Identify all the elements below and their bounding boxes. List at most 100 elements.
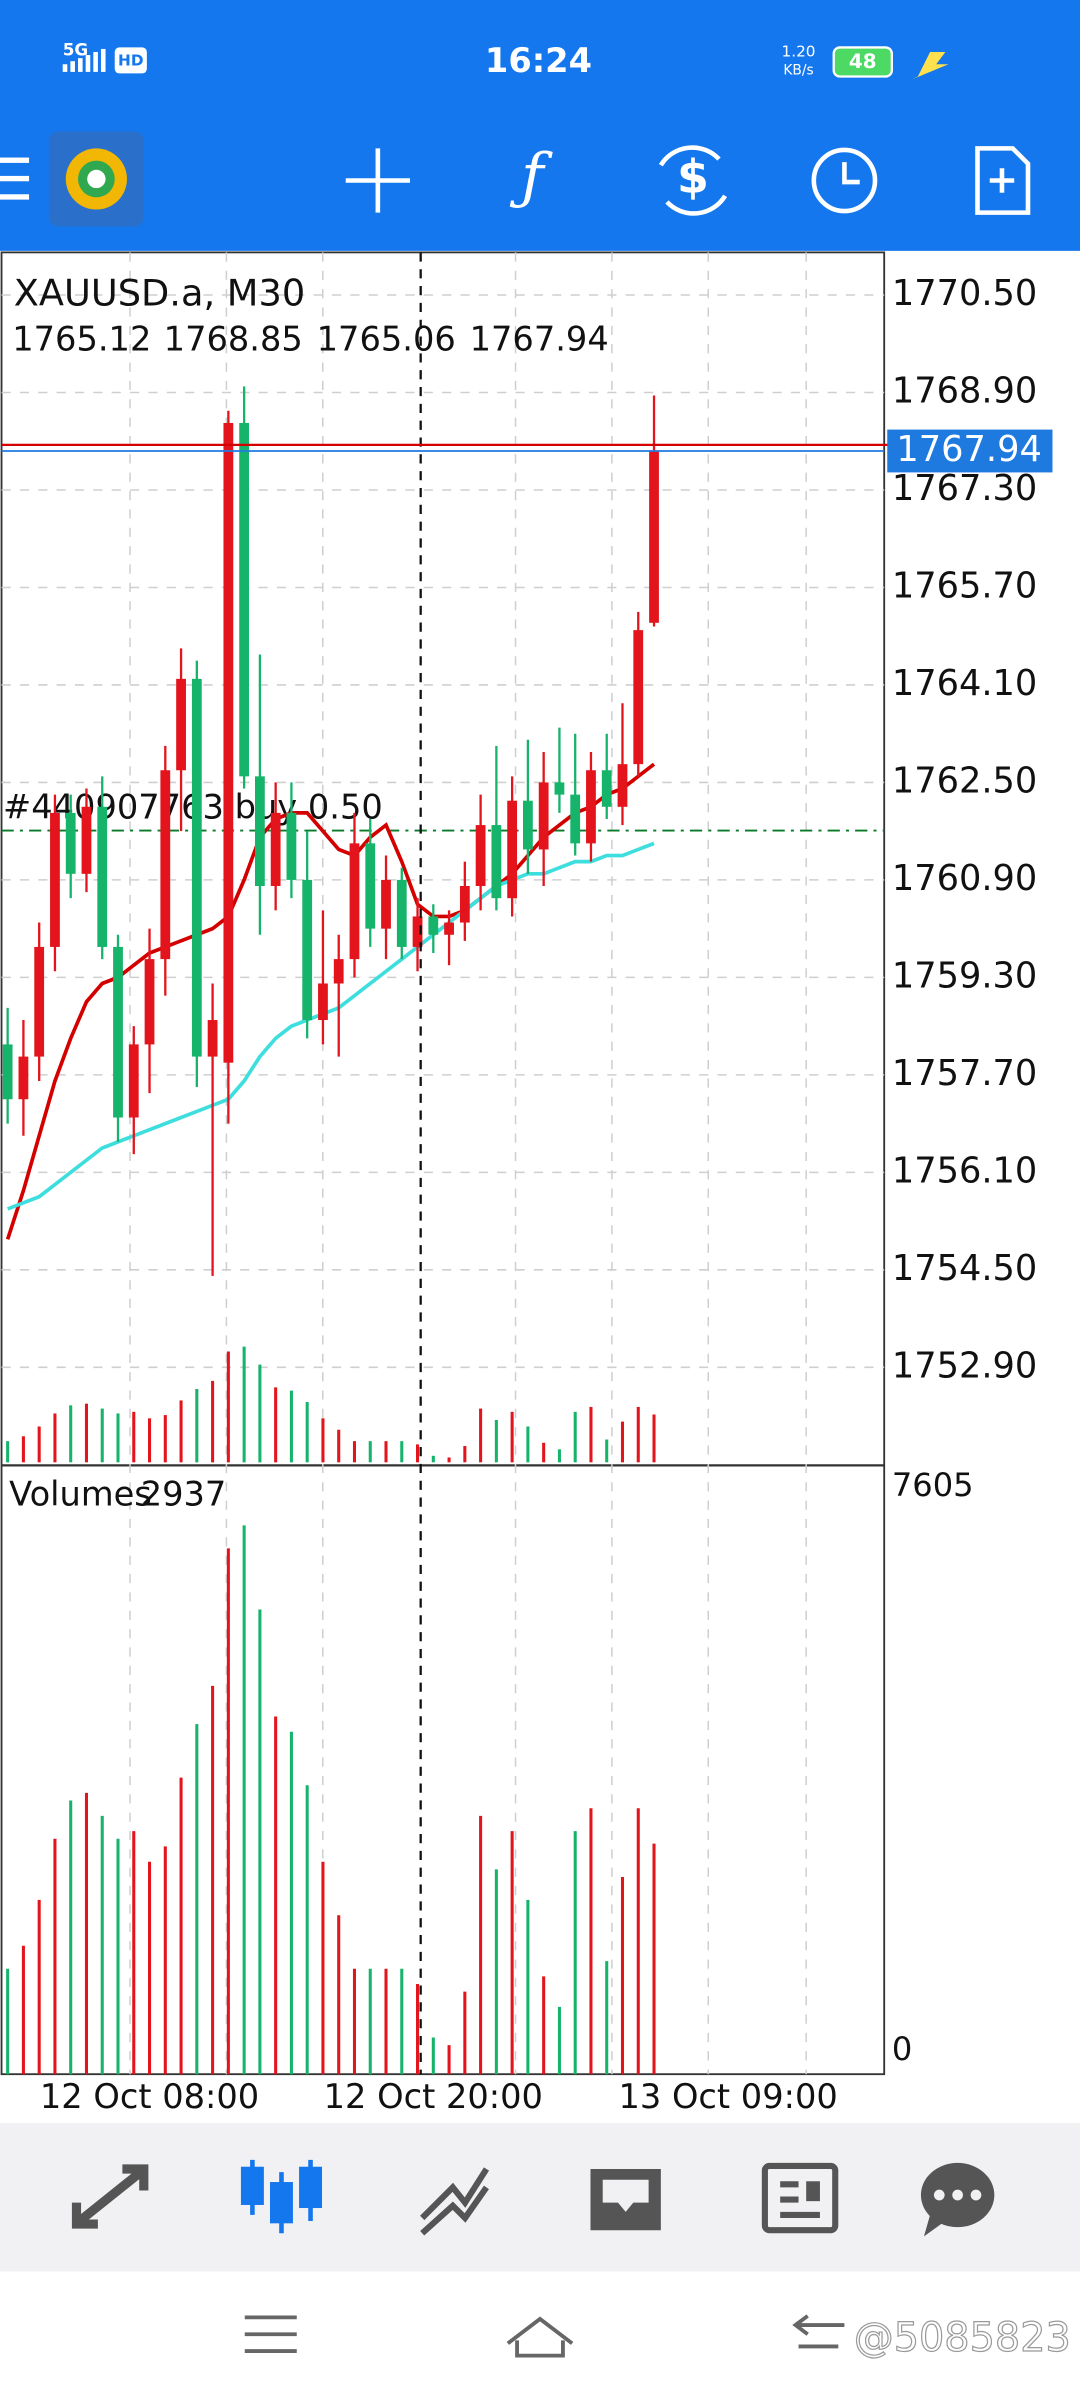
candle-body [554, 782, 565, 795]
candle-body [396, 879, 407, 947]
candle-body [523, 800, 533, 850]
nav-news[interactable] [761, 2162, 839, 2234]
y-tick-label: 1754.50 [892, 1248, 1037, 1289]
chart-title: XAUUSD.a, M30 [14, 272, 305, 315]
candle-body [381, 879, 391, 929]
chart-frame [0, 251, 886, 2076]
candle-body [444, 922, 454, 935]
y-tick-label: 1757.70 [892, 1053, 1037, 1094]
y-tick-label: 1770.50 [892, 273, 1037, 314]
y-tick-label: 1756.10 [892, 1150, 1037, 1191]
candle-body [50, 812, 60, 947]
system-bar [0, 2271, 1080, 2400]
candle-body [97, 806, 108, 947]
candle-body [491, 825, 502, 899]
candle-body [34, 946, 45, 1057]
candle-body [570, 794, 581, 844]
battery-level: 48 [849, 50, 877, 73]
candle-body [176, 678, 186, 771]
candle-body [18, 1056, 29, 1100]
clock: 16:24 [485, 41, 592, 80]
bottom-nav [0, 2123, 1080, 2272]
hd-badge [114, 47, 147, 74]
y-tick-label: 1759.30 [892, 955, 1037, 996]
net-speed-unit: KB/s [783, 62, 813, 78]
candle-body [459, 886, 470, 923]
hd: HD [118, 52, 143, 70]
candle-body [412, 916, 423, 947]
y-tick-label: 1768.90 [892, 371, 1037, 412]
candle-body [633, 630, 644, 765]
candle-body [365, 843, 376, 929]
y-tick-label: 1765.70 [892, 565, 1037, 606]
period-button[interactable] [811, 147, 878, 214]
x-tick-label: 12 Oct 20:00 [324, 2077, 543, 2116]
moving-average [6, 841, 655, 1211]
watermark: @5085823 [854, 2315, 1071, 2361]
menu-button[interactable] [0, 157, 30, 200]
sys-menu[interactable] [244, 2315, 297, 2353]
y-tick-label: 1760.90 [892, 858, 1037, 899]
battery [832, 46, 893, 78]
candle-body [239, 422, 250, 777]
crosshair-button[interactable] [345, 148, 410, 213]
signal [62, 48, 106, 72]
candle-body [191, 678, 202, 1057]
candle-body [302, 879, 313, 1021]
app-logo[interactable] [48, 131, 144, 227]
candle-body [254, 776, 265, 887]
bid-label-box [887, 429, 1053, 473]
candle-body [333, 959, 344, 984]
y-tick-label: 1752.90 [892, 1345, 1037, 1386]
candle-body [2, 1044, 13, 1100]
sys-home[interactable] [506, 2316, 574, 2358]
svg-text:$: $ [677, 150, 709, 204]
plot: #440907763 buy 0.50 [1, 294, 885, 2075]
candle-body [475, 825, 486, 887]
x-tick-label: 13 Oct 09:00 [618, 2077, 837, 2116]
candle-body [286, 812, 297, 880]
candle-body [128, 1044, 139, 1118]
candle-body [207, 1020, 218, 1057]
candle-body [223, 422, 234, 1063]
trade-button[interactable]: $ [658, 145, 728, 216]
nav-chat[interactable] [920, 2162, 995, 2237]
candle-body [349, 843, 360, 960]
candle-body [113, 946, 123, 1118]
nav-trade[interactable] [420, 2167, 490, 2236]
candle-body [507, 800, 518, 899]
candle-body [160, 770, 171, 960]
y-tick-label: 1762.50 [892, 760, 1037, 801]
x-tick-label: 12 Oct 08:00 [40, 2077, 259, 2116]
candle-body [538, 782, 549, 850]
candle-body [586, 770, 596, 844]
volume-current: 2937 [141, 1474, 227, 1513]
sys-back[interactable] [792, 2314, 845, 2349]
nav-chart[interactable] [240, 2159, 323, 2234]
candle-body [617, 764, 628, 807]
nav-history[interactable] [590, 2169, 661, 2231]
bid-label: 1767.94 [896, 429, 1041, 470]
ohlc-high: 1768.85 [164, 320, 303, 359]
y-tick-label: 1764.10 [892, 663, 1037, 704]
candle-body [81, 806, 92, 874]
app-bar [0, 0, 1080, 251]
ohlc-low: 1765.06 [317, 320, 456, 359]
candle-body [601, 770, 612, 807]
objects-button[interactable] [975, 146, 1031, 215]
network: 5G [63, 39, 89, 59]
candle-body [428, 916, 439, 935]
nav-quotes[interactable] [71, 2164, 149, 2229]
charging-icon [911, 52, 949, 80]
candle-body [65, 812, 76, 874]
volume-tick-label: 0 [892, 2030, 912, 2068]
volume-tick-label: 7605 [892, 1466, 974, 1504]
candle-body [318, 983, 328, 1021]
candle-body [270, 812, 281, 887]
volume-title: Volumes [9, 1474, 152, 1513]
y-tick-label: 1767.30 [892, 468, 1037, 509]
net-speed: 1.20 [782, 43, 816, 61]
